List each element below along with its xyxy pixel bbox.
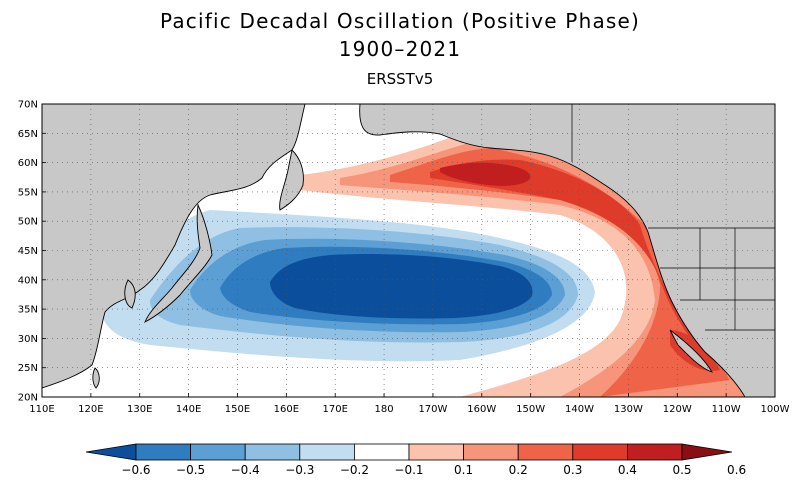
- lon-tick-label: 160W: [467, 404, 496, 415]
- colorbar: −0.6 −0.5 −0.4 −0.3 −0.2 −0.1 0.1 0.2 0.3 0.4 0.5 0…: [85, 443, 746, 477]
- lon-tick-label: 150E: [225, 404, 250, 415]
- colorbar-swatch: [463, 443, 519, 461]
- lon-tick-label: 120E: [78, 404, 103, 415]
- graticule: [42, 104, 775, 397]
- lat-tick-label: 55N: [18, 187, 38, 198]
- negative-anomaly-field: [100, 210, 595, 362]
- lat-tick-label: 50N: [18, 217, 38, 228]
- map-area: [42, 104, 775, 397]
- lon-tick-label: 100W: [761, 404, 790, 415]
- colorbar-swatch: [85, 443, 137, 461]
- colorbar-label: 0.4: [618, 463, 637, 477]
- lon-tick-label: 130W: [614, 404, 643, 415]
- colorbar-swatch: [244, 443, 301, 461]
- lon-tick-label: 170W: [418, 404, 447, 415]
- colorbar-swatch: [627, 443, 683, 461]
- lat-tick-label: 70N: [18, 100, 38, 111]
- colorbar-label: 0.1: [454, 463, 473, 477]
- lat-tick-label: 20N: [18, 393, 38, 404]
- asia-landmass: [42, 104, 306, 389]
- colorbar-swatch: [190, 443, 246, 461]
- colorbar-label: −0.6: [121, 463, 150, 477]
- map-dataset: ERSSTv5: [366, 70, 434, 88]
- colorbar-label: 0.5: [672, 463, 691, 477]
- map-title: Pacific Decadal Oscillation (Positive Ph…: [159, 9, 641, 33]
- lon-tick-label: 170E: [322, 404, 347, 415]
- lat-tick-label: 45N: [18, 246, 38, 257]
- colorbar-swatch: [572, 443, 628, 461]
- colorbar-swatch: [353, 443, 410, 461]
- longitude-axis: 110E 120E 130E 140E 150E 160E 170E 180 170W 160W 1…: [29, 393, 790, 415]
- colorbar-label: −0.3: [285, 463, 314, 477]
- colorbar-swatch: [408, 443, 464, 461]
- colorbar-label: 0.6: [727, 463, 746, 477]
- land-masses: [42, 104, 775, 397]
- colorbar-label: −0.2: [340, 463, 369, 477]
- north-america-landmass: [359, 104, 775, 397]
- lon-tick-label: 140W: [565, 404, 594, 415]
- colorbar-label: 0.2: [509, 463, 528, 477]
- colorbar-swatch: [135, 443, 191, 461]
- map-period: 1900–2021: [338, 37, 462, 61]
- colorbar-label: 0.3: [563, 463, 582, 477]
- colorbar-swatch: [299, 443, 355, 461]
- lon-tick-label: 110W: [712, 404, 741, 415]
- kamchatka-peninsula: [279, 149, 304, 211]
- colorbar-label: −0.1: [394, 463, 423, 477]
- positive-anomaly-field: [300, 130, 760, 397]
- baja-california: [669, 329, 713, 373]
- lon-tick-label: 130E: [127, 404, 152, 415]
- colorbar-swatch: [517, 443, 574, 461]
- colorbar-label: −0.5: [176, 463, 205, 477]
- lon-tick-label: 120W: [663, 404, 692, 415]
- lat-tick-label: 65N: [18, 129, 38, 140]
- taiwan-island: [92, 367, 100, 389]
- latitude-axis: 70N 65N 60N 55N 50N 45N 40N 35N 30N 25N 20N: [18, 100, 46, 404]
- lat-tick-label: 40N: [18, 275, 38, 286]
- lon-tick-label: 160E: [274, 404, 299, 415]
- lon-tick-label: 180: [375, 404, 394, 415]
- lat-tick-label: 30N: [18, 334, 38, 345]
- lat-tick-label: 35N: [18, 305, 38, 316]
- colorbar-label: −0.4: [231, 463, 260, 477]
- japan-islands: [144, 203, 213, 323]
- lat-tick-label: 60N: [18, 158, 38, 169]
- lon-tick-label: 110E: [29, 404, 54, 415]
- lat-tick-label: 25N: [18, 363, 38, 374]
- korea-peninsula: [124, 279, 136, 309]
- lon-tick-label: 150W: [516, 404, 545, 415]
- colorbar-swatch: [681, 443, 733, 461]
- lon-tick-label: 140E: [176, 404, 201, 415]
